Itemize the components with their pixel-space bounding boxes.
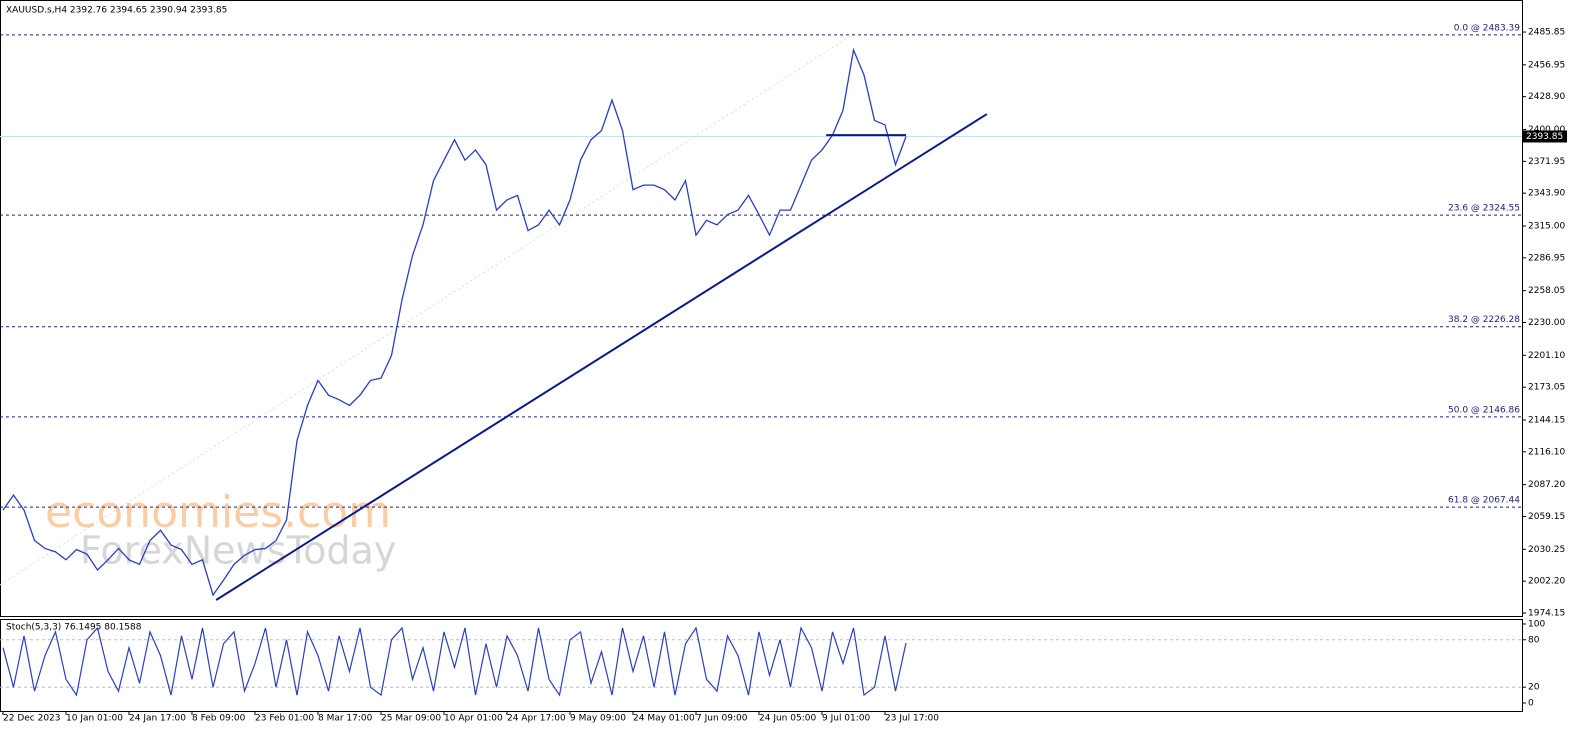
y-tick-label: 2400.00: [1528, 125, 1565, 135]
price-tag: [1523, 130, 1567, 143]
y-tick-label: 2002.20: [1528, 577, 1565, 587]
x-tick-label: 7 Jun 09:00: [696, 714, 748, 724]
x-tick-label: 25 Mar 09:00: [381, 714, 441, 724]
y-tick-label: 2116.10: [1528, 447, 1565, 457]
fib-label: 61.8 @ 2067.44: [1448, 496, 1520, 506]
trendline: [215, 113, 988, 601]
y-tick-label: 2201.10: [1528, 351, 1565, 361]
x-tick-label: 9 Jul 01:00: [822, 714, 871, 724]
y-tick-label: 2173.05: [1528, 383, 1565, 393]
y-tick-label: 2258.05: [1528, 286, 1565, 296]
x-tick-label: 24 Jan 17:00: [129, 714, 186, 724]
y-tick-label: 2144.15: [1528, 415, 1565, 425]
y-tick-label: 1974.15: [1528, 608, 1565, 618]
price-line: [2, 47, 907, 597]
x-tick-label: 8 Feb 09:00: [192, 714, 246, 724]
y-tick-label: 2485.85: [1528, 28, 1565, 38]
stoch-tick-label: 20: [1528, 683, 1540, 693]
y-tick-label: 2343.90: [1528, 189, 1565, 199]
x-tick-label: 24 May 01:00: [633, 714, 695, 724]
stoch-tick-label: 0: [1528, 698, 1534, 708]
y-tick-label: 2315.00: [1528, 222, 1565, 232]
price-tag-label: 2393.85: [1526, 132, 1563, 142]
fib-label: 0.0 @ 2483.39: [1454, 23, 1521, 33]
x-tick-label: 10 Apr 01:00: [444, 714, 503, 724]
fib-label: 38.2 @ 2226.28: [1448, 315, 1520, 325]
x-tick-label: 24 Apr 17:00: [507, 714, 566, 724]
header: XAUUSD.s,H4 2392.76 2394.65 2390.94 2393…: [6, 6, 227, 16]
x-tick-label: 23 Jul 17:00: [885, 714, 939, 724]
stoch-label: Stoch(5,3,3) 76.1495 80.1588: [6, 623, 142, 633]
y-tick-label: 2230.00: [1528, 318, 1565, 328]
fib-label: 50.0 @ 2146.86: [1448, 405, 1520, 415]
y-tick-label: 2059.15: [1528, 512, 1565, 522]
stoch-frame: [0, 619, 1523, 712]
y-tick-label: 2087.20: [1528, 480, 1565, 490]
x-tick-label: 23 Feb 01:00: [255, 714, 314, 724]
fib-label: 23.6 @ 2324.55: [1448, 204, 1520, 214]
y-tick-label: 2456.95: [1528, 60, 1565, 70]
y-tick-label: 2371.95: [1528, 157, 1565, 167]
y-tick-label: 2286.95: [1528, 253, 1565, 263]
y-tick-label: 2428.90: [1528, 92, 1565, 102]
x-tick-label: 10 Jan 01:00: [66, 714, 123, 724]
x-tick-label: 22 Dec 2023: [3, 714, 61, 724]
stoch-tick-label: 80: [1528, 635, 1540, 645]
x-tick-label: 8 Mar 17:00: [318, 714, 373, 724]
stoch-tick-label: 100: [1528, 619, 1545, 629]
watermark: economies.com: [45, 487, 391, 538]
x-tick-label: 9 May 09:00: [570, 714, 626, 724]
x-tick-label: 24 Jun 05:00: [759, 714, 816, 724]
y-tick-label: 2030.25: [1528, 545, 1565, 555]
stoch-line: [2, 626, 907, 697]
watermark: ForexNewsToday: [80, 529, 396, 573]
main-frame: [0, 0, 1523, 617]
